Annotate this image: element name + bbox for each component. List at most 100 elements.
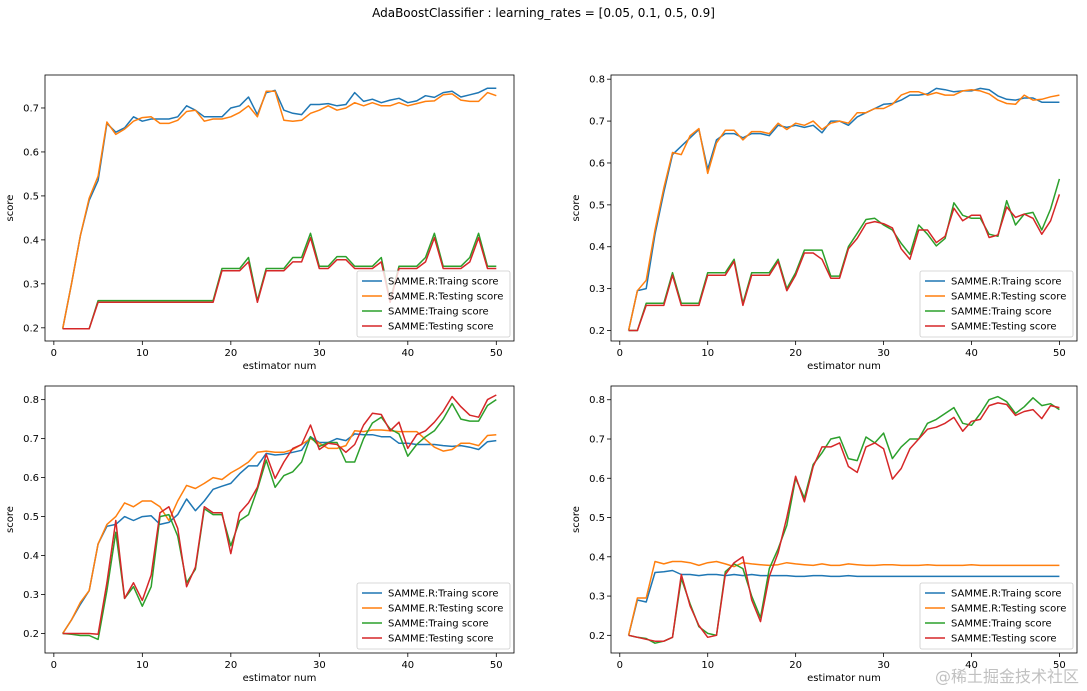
subplot-grid: 0 10 20 30 40 50 0.2 0.3 0.4 0.5 0.6 0.7 estimator n… xyxy=(5,74,1078,684)
y-tick-label: 0.2 xyxy=(23,323,39,334)
series-line-3 xyxy=(62,398,497,641)
x-tick-label: 20 xyxy=(789,348,802,359)
x-tick-label: 20 xyxy=(789,660,802,671)
legend: SAMME.R:Traing score SAMME.R:Testing scor… xyxy=(356,582,511,650)
series-line-2 xyxy=(627,88,1060,331)
x-tick-label: 30 xyxy=(313,660,326,671)
x-tick-label: 50 xyxy=(1053,348,1066,359)
legend-box xyxy=(919,270,1074,338)
x-axis-label: estimator num xyxy=(807,361,881,372)
subplot-4: 0 10 20 30 40 50 0.2 0.3 0.4 0.5 0.6 0.7 0.8 estimato… xyxy=(571,385,1078,684)
legend-box xyxy=(919,582,1074,650)
legend-entry: SAMME:Traing score xyxy=(388,619,489,630)
series-line-1 xyxy=(61,87,497,329)
y-tick-label: 0.4 xyxy=(23,551,39,562)
y-tick-label: 0.3 xyxy=(589,592,605,603)
x-tick-label: 50 xyxy=(490,660,503,671)
x-tick-label: 40 xyxy=(401,660,414,671)
legend-entry: SAMME:Traing score xyxy=(951,307,1052,318)
y-tick-label: 0.8 xyxy=(589,395,605,406)
x-tick-label: 40 xyxy=(401,348,414,359)
subplot-2: 0 10 20 30 40 50 0.2 0.3 0.4 0.5 0.6 0.7 0.8 estimato… xyxy=(571,74,1078,372)
x-tick-label: 10 xyxy=(701,348,714,359)
y-tick-label: 0.8 xyxy=(589,75,605,86)
series-line-4 xyxy=(62,236,497,330)
series-line-4 xyxy=(62,394,497,636)
y-tick-label: 0.5 xyxy=(23,191,39,202)
y-tick-label: 0.2 xyxy=(589,326,605,337)
y-axis-label: score xyxy=(571,506,582,533)
legend-entry: SAMME.R:Traing score xyxy=(951,589,1062,600)
x-tick-label: 10 xyxy=(701,660,714,671)
legend-entry: SAMME.R:Testing score xyxy=(388,292,503,303)
series-line-4 xyxy=(628,194,1061,332)
x-axis-label: estimator num xyxy=(243,673,317,684)
legend-entry: SAMME.R:Testing score xyxy=(951,292,1066,303)
legend: SAMME.R:Traing score SAMME.R:Testing scor… xyxy=(356,270,511,338)
y-tick-label: 0.6 xyxy=(589,158,605,169)
legend-entry: SAMME:Testing score xyxy=(388,634,494,645)
x-tick-label: 50 xyxy=(1053,660,1066,671)
series-line-3 xyxy=(62,232,497,330)
figure-suptitle: AdaBoostClassifier : learning_rates = [0… xyxy=(372,6,715,20)
legend-entry: SAMME.R:Traing score xyxy=(951,277,1062,288)
x-tick-label: 30 xyxy=(313,348,326,359)
y-tick-label: 0.7 xyxy=(589,435,605,446)
x-tick-label: 20 xyxy=(224,348,237,359)
legend: SAMME.R:Traing score SAMME.R:Testing scor… xyxy=(919,582,1074,650)
series-line-1 xyxy=(627,569,1060,636)
x-tick-label: 30 xyxy=(877,660,890,671)
y-axis-label: score xyxy=(5,195,16,222)
y-tick-label: 0.7 xyxy=(589,117,605,128)
legend-entry: SAMME:Traing score xyxy=(951,619,1052,630)
series-line-4 xyxy=(628,402,1060,642)
x-tick-label: 40 xyxy=(965,348,978,359)
x-axis-label: estimator num xyxy=(807,673,881,684)
y-tick-label: 0.3 xyxy=(23,590,39,601)
legend-entry: SAMME:Testing score xyxy=(388,322,494,333)
x-tick-label: 10 xyxy=(136,660,149,671)
x-tick-label: 0 xyxy=(617,348,623,359)
x-axis-label: estimator num xyxy=(243,361,317,372)
y-tick-label: 0.8 xyxy=(23,395,39,406)
series-line-1 xyxy=(62,433,497,634)
series-line-2 xyxy=(61,90,497,329)
x-tick-label: 0 xyxy=(617,660,623,671)
y-tick-label: 0.7 xyxy=(23,103,39,114)
y-tick-label: 0.6 xyxy=(589,474,605,485)
x-tick-label: 0 xyxy=(51,348,57,359)
y-tick-label: 0.4 xyxy=(589,552,605,563)
legend-entry: SAMME:Testing score xyxy=(951,634,1057,645)
legend-box xyxy=(356,270,511,338)
y-tick-label: 0.4 xyxy=(23,235,39,246)
y-tick-label: 0.7 xyxy=(23,434,39,445)
y-tick-label: 0.4 xyxy=(589,242,605,253)
y-axis-label: score xyxy=(571,195,582,222)
y-tick-label: 0.3 xyxy=(23,279,39,290)
x-tick-label: 50 xyxy=(490,348,503,359)
x-tick-label: 20 xyxy=(224,660,237,671)
y-tick-label: 0.5 xyxy=(23,512,39,523)
y-tick-label: 0.5 xyxy=(589,200,605,211)
x-tick-label: 30 xyxy=(877,348,890,359)
y-tick-label: 0.5 xyxy=(589,513,605,524)
legend-entry: SAMME.R:Traing score xyxy=(388,589,499,600)
series-line-2 xyxy=(627,560,1060,636)
legend: SAMME.R:Traing score SAMME.R:Testing scor… xyxy=(919,270,1074,338)
y-tick-label: 0.6 xyxy=(23,473,39,484)
y-tick-label: 0.3 xyxy=(589,284,605,295)
legend-entry: SAMME:Traing score xyxy=(388,307,489,318)
y-tick-label: 0.2 xyxy=(589,631,605,642)
x-tick-label: 40 xyxy=(965,660,978,671)
legend-box xyxy=(356,582,511,650)
subplot-1: 0 10 20 30 40 50 0.2 0.3 0.4 0.5 0.6 0.7 estimator n… xyxy=(5,74,515,372)
legend-entry: SAMME.R:Testing score xyxy=(951,604,1066,615)
x-tick-label: 10 xyxy=(136,348,149,359)
x-tick-label: 0 xyxy=(51,660,57,671)
legend-entry: SAMME.R:Testing score xyxy=(388,604,503,615)
y-tick-label: 0.2 xyxy=(23,629,39,640)
watermark: @稀土掘金技术社区 xyxy=(934,667,1079,686)
legend-entry: SAMME.R:Traing score xyxy=(388,277,499,288)
subplot-3: 0 10 20 30 40 50 0.2 0.3 0.4 0.5 0.6 0.7 0.8 estimato… xyxy=(5,385,515,684)
